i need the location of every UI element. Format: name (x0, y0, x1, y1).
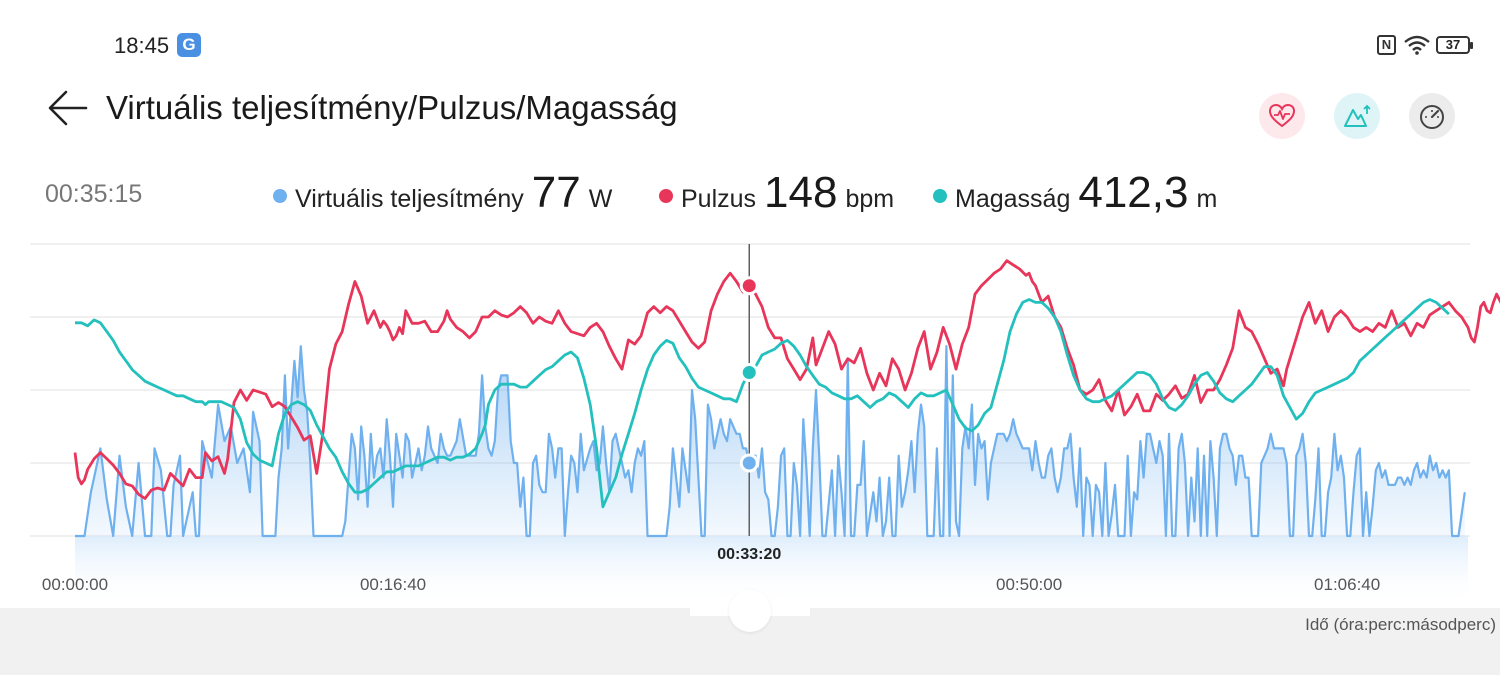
baseline-fade (75, 536, 1468, 606)
altitude-icon (1344, 104, 1371, 127)
value-readout: 00:35:15 Virtuális teljesítmény 77 W Pul… (0, 160, 1500, 230)
page-title: Virtuális teljesítmény/Pulzus/Magasság (106, 89, 678, 126)
heart-rate-line (73, 259, 1500, 500)
speedometer-button[interactable] (1409, 93, 1455, 139)
x-tick-label: 00:50:00 (996, 575, 1062, 594)
back-arrow-icon[interactable] (46, 88, 90, 128)
heart-rate-unit: bpm (845, 185, 895, 213)
status-bar: 18:45 G N 37 (0, 0, 1500, 90)
heart-rate-label: Pulzus (681, 185, 757, 213)
x-axis-caption: Idő (óra:perc:másodperc) (1305, 615, 1496, 634)
power-unit: W (588, 185, 613, 213)
heart-rate-value: 148 (764, 168, 838, 217)
power-value: 77 (531, 168, 581, 217)
title-bar: Virtuális teljesítmény/Pulzus/Magasság (0, 80, 1500, 140)
altitude-dot (933, 189, 947, 203)
x-tick-label: 00:00:00 (42, 575, 108, 594)
sheet-drag-handle[interactable] (729, 590, 771, 632)
heart-rate-button[interactable] (1259, 93, 1305, 139)
altitude-label: Magasság (955, 185, 1071, 213)
legend-altitude: Magasság 412,3 m (933, 168, 1217, 218)
power-label: Virtuális teljesítmény (295, 185, 524, 213)
cursor-time-label: 00:33:20 (717, 546, 781, 563)
status-time: 18:45 (114, 33, 170, 58)
legend-heart-rate: Pulzus 148 bpm (659, 168, 894, 218)
heart-rate-icon (1268, 103, 1296, 128)
power-line (75, 345, 1466, 538)
cursor-time: 00:35:15 (45, 180, 143, 208)
x-tick-label: 00:16:40 (360, 575, 426, 594)
legend-power: Virtuális teljesítmény 77 W (273, 168, 612, 218)
battery-icon: 37 (1436, 36, 1473, 54)
cursor-heart-rate-dot (739, 276, 759, 296)
x-tick-label: 01:06:40 (1314, 575, 1380, 594)
combined-chart[interactable]: 00:33:20 00:00:00 00:16:40 00:50:00 01:06:40 (0, 238, 1500, 608)
power-dot (273, 189, 287, 203)
cursor-power-dot (739, 453, 759, 473)
speedometer-icon (1420, 105, 1444, 129)
google-app-icon: G (177, 33, 201, 57)
altitude-value: 412,3 (1078, 168, 1189, 217)
wifi-icon (1404, 35, 1430, 55)
cursor-altitude-dot (739, 362, 759, 382)
nfc-icon: N (1377, 35, 1396, 55)
altitude-unit: m (1196, 185, 1218, 213)
power-area (75, 346, 1465, 536)
heart-rate-dot (659, 189, 673, 203)
altitude-button[interactable] (1334, 93, 1380, 139)
